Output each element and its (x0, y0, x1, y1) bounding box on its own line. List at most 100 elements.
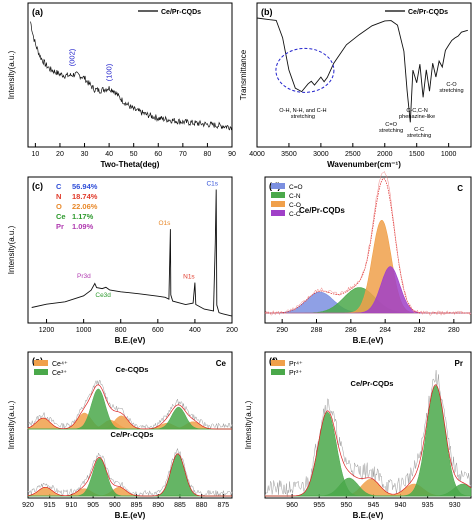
panel-b-annotation-line: C-O (446, 82, 457, 88)
panel-b-xlabel: Wavenumber(cm⁻¹) (327, 160, 401, 169)
panel-c-peak-label: Pr3d (77, 273, 91, 280)
panel-b-annotation-line: stretching (291, 114, 315, 120)
panel-a-xlabel: Two-Theta(deg) (101, 160, 160, 169)
panel-a-xtick-label: 70 (179, 151, 187, 158)
panel-e-xtick-label: 885 (174, 502, 186, 509)
panel-a-legend: Ce/Pr-CQDs (161, 9, 201, 16)
panel-e-raw (27, 379, 233, 430)
panel-d-xtick-label: 288 (311, 327, 323, 334)
panel-d-xtick-label: 290 (276, 327, 288, 334)
panel-d-xlabel: B.E.(eV) (353, 336, 384, 345)
panel-c-xtick-label: 1200 (39, 327, 55, 334)
panel-c-composition-percent: 18.74% (72, 192, 98, 201)
panel-e-xtick-label: 915 (44, 502, 56, 509)
panel-c-composition-element: Pr (56, 222, 64, 231)
panel-e-legend-label: Ce³⁺ (52, 370, 67, 377)
panel-f-legend-label: Pr⁴⁺ (289, 361, 303, 368)
panel-b-xtick-label: 2000 (377, 151, 393, 158)
panel-e-element: Ce (216, 359, 227, 368)
panel-f-xtick-label: 950 (340, 502, 352, 509)
panel-b-oh-highlight (275, 47, 335, 93)
panel-e-ylabel: Intensity(a.u.) (7, 400, 16, 449)
panel-d-frame (264, 176, 472, 324)
panel-f-xtick-label: 935 (422, 502, 434, 509)
panel-d-legend-label: C-O (289, 202, 301, 209)
panel-c-peak-label: O1s (158, 220, 171, 227)
panel-c-xtick-label: 800 (115, 327, 127, 334)
panel-f-xlabel: B.E.(eV) (353, 511, 384, 520)
panel-d-legend-label: C=O (289, 184, 303, 191)
panel-c-peak-label: N1s (183, 274, 195, 281)
panel-f-xtick-label: 960 (286, 502, 298, 509)
panel-d-legend-swatch (271, 192, 285, 198)
panel-c-composition-element: N (56, 192, 61, 201)
panel-a-ylabel: Intensity(a.u.) (7, 50, 16, 99)
panel-e-xtick-label: 875 (217, 502, 229, 509)
panel-b-annotation-5: C-O stretching (439, 82, 463, 94)
panel-b-series-line (256, 17, 468, 123)
panel-f-peak-pr3 (265, 483, 472, 497)
panel-e-xtick-label: 910 (66, 502, 78, 509)
panel-b-xtick-label: 1000 (441, 151, 457, 158)
panel-f-element: Pr (455, 359, 463, 368)
panel-e-xtick-label: 905 (87, 502, 99, 509)
panel-e-xtick-label: 890 (152, 502, 164, 509)
panel-f-ylabel: Intensity(a.u.) (244, 400, 253, 449)
panel-b-annotation-line: O-H, N-H, and C-H (279, 108, 326, 114)
panel-c-composition-element: C (56, 182, 62, 191)
panel-c-composition-element: Ce (56, 212, 66, 221)
panel-b-frame (256, 2, 472, 148)
panel-b-annotation-line: stretching (407, 133, 431, 139)
panel-f-peak-pr3 (265, 385, 472, 497)
panel-b-annotation-line: stretching (439, 88, 463, 94)
panel-b-annotation-2: C=O stretching (379, 122, 403, 134)
panel-d-raw (264, 171, 472, 317)
panel-e-legend-swatch (34, 369, 48, 375)
panel-e-envelope (27, 453, 232, 497)
panel-f-legend-label: Pr³⁺ (289, 370, 302, 377)
panel-f-legend-swatch (271, 360, 285, 366)
panel-f-xtick-label: 930 (449, 502, 461, 509)
panel-d-legend-label: C-C (289, 211, 301, 218)
panel-d-element: C (457, 184, 463, 193)
panel-b-xtick-label: 3500 (281, 151, 297, 158)
panel-b-annotation-line: stretching (379, 128, 403, 134)
panel-c-frame (27, 176, 233, 324)
panel-c-composition-percent: 22.06% (72, 202, 98, 211)
panel-d-xtick-label: 280 (448, 327, 460, 334)
panel-b-annotation-line: C=O (385, 122, 397, 128)
panel-c-composition-element: O (56, 202, 62, 211)
panel-a-series-line (30, 21, 233, 131)
panel-a-annotation-1: (002) (68, 48, 77, 66)
panel-a-label: (a) (32, 7, 43, 17)
panel-f-xtick-label: 945 (368, 502, 380, 509)
panel-c-xtick-label: 400 (189, 327, 201, 334)
panel-f-xtick-label: 955 (313, 502, 325, 509)
panel-e-xtick-label: 900 (109, 502, 121, 509)
panel-a-xtick-label: 20 (56, 151, 64, 158)
panel-d-sample: Ce/Pr-CQDs (299, 206, 345, 215)
panel-d-legend-label: C-N (289, 193, 301, 200)
panel-a-xtick-label: 80 (204, 151, 212, 158)
panel-c-xtick-label: 600 (152, 327, 164, 334)
panel-a-xtick-label: 50 (130, 151, 138, 158)
panel-a-xtick-label: 90 (228, 151, 236, 158)
panel-d-legend-swatch (271, 201, 285, 207)
panel-a-xtick-label: 10 (31, 151, 39, 158)
panel-d-peak-c-o (265, 219, 471, 314)
panel-b-xtick-label: 1500 (409, 151, 425, 158)
panel-c-xtick-label: 200 (226, 327, 238, 334)
panel-b-annotation-4: C-C,C-N phenazine-like (399, 108, 435, 120)
panel-b-annotation-3: C-C stretching (407, 127, 431, 139)
panel-c-peak-label: Ce3d (95, 292, 111, 299)
panel-d-legend-swatch (271, 210, 285, 216)
panel-e-xtick-label: 880 (196, 502, 208, 509)
panel-c-xtick-label: 1000 (76, 327, 92, 334)
panel-c-peak-label: C1s (206, 181, 218, 188)
panel-a-xtick-label: 60 (154, 151, 162, 158)
panel-f-legend-swatch (271, 369, 285, 375)
panel-d-xtick-label: 282 (414, 327, 426, 334)
panel-f-envelope (265, 384, 472, 497)
panel-b-annotation-line: C-C,C-N (406, 108, 427, 114)
